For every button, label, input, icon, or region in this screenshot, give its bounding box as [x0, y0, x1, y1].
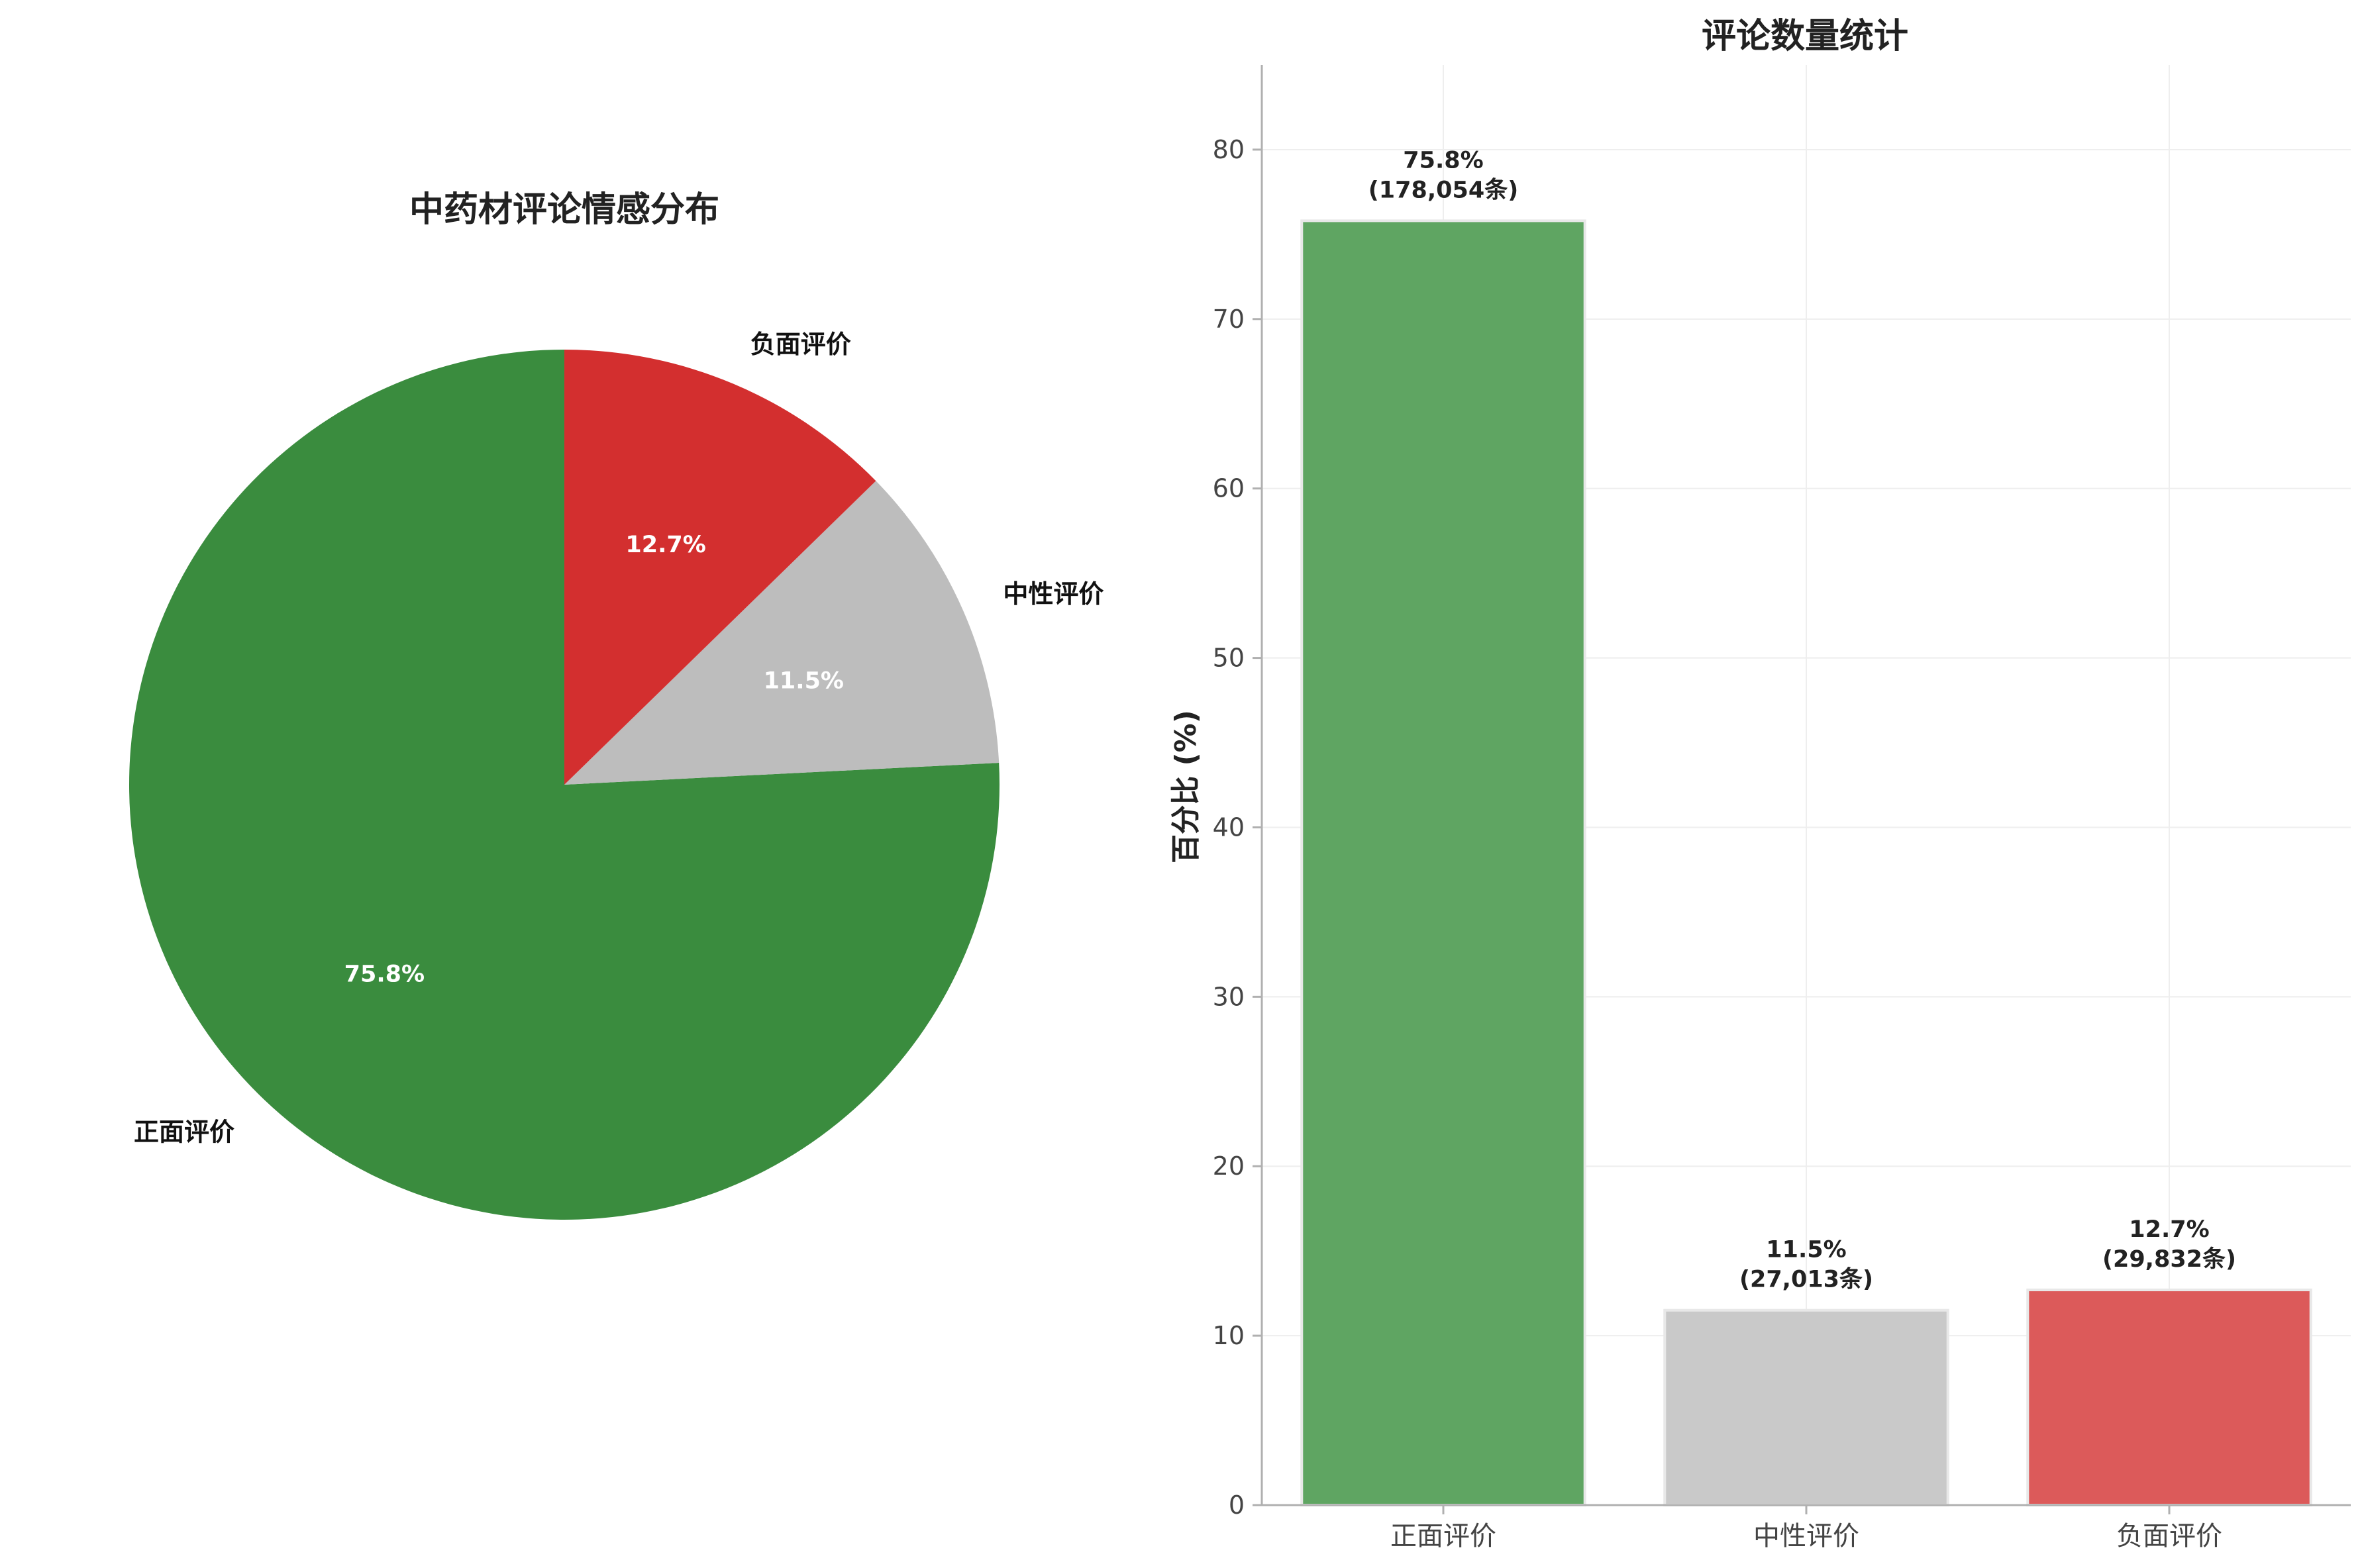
y-tick-label: 20	[1213, 1152, 1245, 1181]
y-tick-label: 0	[1229, 1491, 1245, 1520]
bar-title: 评论数量统计	[1702, 17, 1908, 56]
y-tick-label: 40	[1213, 812, 1245, 842]
x-tick-label: 正面评价	[1390, 1521, 1496, 1551]
bar-count-label: (178,054条)	[1368, 177, 1518, 203]
pie-percent-label: 75.8%	[344, 961, 425, 988]
tick-labels: 0 10 20 30 40 50 60 70 80 正面评价 中性评价 负面评价	[1213, 135, 2222, 1551]
pie-slice-2	[564, 481, 1000, 785]
bar-3	[2026, 1289, 2312, 1506]
pie-slice-3	[564, 350, 876, 785]
bars	[1300, 219, 2312, 1507]
axes	[1253, 65, 2351, 1514]
y-tick-label: 30	[1213, 982, 1245, 1011]
y-tick-label: 70	[1213, 305, 1245, 334]
bar-chart: 评论数量统计 0 10 20 30 40 50 60 70 80 正面评价 中性评价 负面评价 75.…	[1169, 17, 2351, 1551]
y-tick-label: 50	[1213, 644, 1245, 673]
y-axis-label: 百分比 (%)	[1169, 710, 1203, 863]
pie-chart: 中药材评论情感分布 75.8% 正面评价 11.5% 中性评价 12.7% 负面评价	[129, 190, 1104, 1220]
x-tick-label: 负面评价	[2116, 1521, 2222, 1551]
pie-category-label: 中性评价	[1003, 579, 1104, 609]
x-tick-label: 中性评价	[1753, 1521, 1859, 1551]
bar-count-label: (27,013条)	[1739, 1267, 1873, 1293]
pie-category-label: 正面评价	[134, 1118, 234, 1147]
pie-percent-label: 11.5%	[764, 667, 844, 694]
y-tick-label: 80	[1213, 135, 1245, 164]
pie-percent-label: 12.7%	[625, 532, 705, 558]
bar-count-label: (29,832条)	[2102, 1246, 2236, 1273]
pie-slices	[129, 350, 1000, 1220]
pie-title: 中药材评论情感分布	[409, 190, 719, 230]
pie-category-label: 负面评价	[750, 330, 851, 359]
pie-labels: 75.8% 正面评价 11.5% 中性评价 12.7% 负面评价	[134, 330, 1104, 1147]
y-tick-label: 10	[1213, 1321, 1245, 1350]
bar-percent-label: 11.5%	[1766, 1237, 1846, 1263]
bar-1	[1300, 219, 1586, 1507]
bar-percent-label: 75.8%	[1403, 147, 1483, 173]
y-tick-label: 60	[1213, 474, 1245, 503]
bar-percent-label: 12.7%	[2129, 1216, 2209, 1243]
bar-2	[1663, 1308, 1949, 1507]
bar-value-labels: 75.8% (178,054条) 11.5% (27,013条) 12.7% (29,83…	[1368, 147, 2236, 1293]
